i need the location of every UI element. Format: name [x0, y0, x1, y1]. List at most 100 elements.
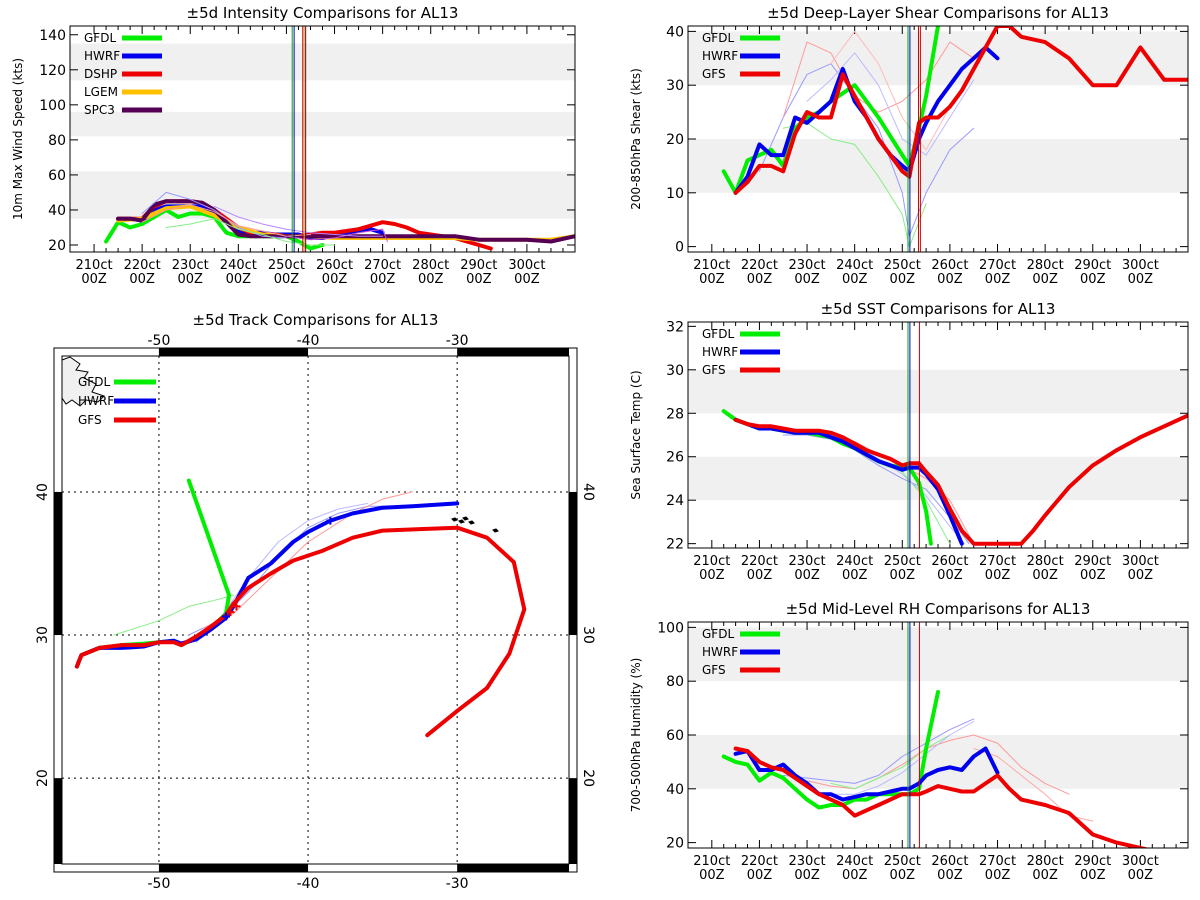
sst-series-gfs — [733, 413, 1188, 546]
intensity-chart: ±5d Intensity Comparisons for AL13 10m Ma… — [11, 4, 576, 287]
shear-xlabel-hour-8: 00Z — [1080, 272, 1106, 287]
intensity-legend-label-dshp: DSHP — [84, 67, 117, 81]
shear-xlabel-hour-0: 00Z — [699, 272, 725, 287]
track-border-right — [569, 491, 577, 636]
sst-xlabel-day-8: 290ct — [1074, 554, 1111, 569]
sst-ytick-label-2: 26 — [666, 450, 684, 466]
rh-series-ens-1 — [782, 718, 975, 784]
land-island-3 — [468, 520, 475, 525]
rh-xlabel-hour-8: 00Z — [1080, 868, 1106, 883]
sst-xlabel-day-0: 210ct — [693, 554, 730, 569]
sst-xlabel-day-6: 270ct — [979, 554, 1016, 569]
sst-xlabel-hour-9: 00Z — [1128, 568, 1154, 583]
shear-ytick-label-0: 0 — [675, 240, 684, 256]
shear-series-gfs — [733, 26, 1188, 195]
shear-xlabel-hour-9: 00Z — [1128, 272, 1154, 287]
shear-xlabel-day-4: 250ct — [884, 258, 921, 273]
track-lon-label-bottom-1: -40 — [297, 876, 320, 892]
shear-legend-label-hwrf: HWRF — [702, 49, 738, 63]
sst-xlabel-day-5: 260ct — [931, 554, 968, 569]
sst-ytick-label-4: 30 — [666, 363, 684, 379]
intensity-xlabel-day-3: 240ct — [220, 258, 257, 273]
shear-series-ens-4 — [806, 52, 975, 156]
shear-xlabel-day-3: 240ct — [836, 258, 873, 273]
intensity-series-ens-2 — [141, 204, 311, 237]
track-lat-label-left-2: 40 — [35, 483, 51, 501]
track-legend-label-gfs: GFS — [78, 413, 102, 427]
sst-xlabel-hour-8: 00Z — [1080, 568, 1106, 583]
sst-ytick-label-3: 28 — [666, 406, 684, 422]
shear-xlabel-day-0: 210ct — [693, 258, 730, 273]
rh-xlabel-hour-5: 00Z — [937, 868, 963, 883]
shear-xlabel-hour-6: 00Z — [985, 272, 1011, 287]
sst-xlabel-hour-6: 00Z — [985, 568, 1011, 583]
sst-ytick-label-1: 24 — [666, 493, 684, 509]
track-lat-label-left-0: 20 — [35, 769, 51, 787]
rh-series-ens-3 — [830, 734, 951, 790]
intensity-legend-label-lgem: LGEM — [84, 85, 118, 99]
rh-xlabel-hour-7: 00Z — [1032, 868, 1058, 883]
track-position-marker-1 — [226, 608, 235, 617]
shear-xlabel-day-2: 230ct — [789, 258, 826, 273]
intensity-series-ens-5 — [213, 205, 384, 237]
intensity-xlabel-hour-8: 00Z — [466, 272, 492, 287]
shear-xlabel-hour-2: 00Z — [794, 272, 820, 287]
sst-xlabel-day-2: 230ct — [789, 554, 826, 569]
track-border-bottom — [457, 864, 569, 872]
shear-xlabel-day-9: 300ct — [1122, 258, 1159, 273]
intensity-legend-label-spc3: SPC3 — [84, 103, 115, 117]
track-ens-3 — [113, 594, 234, 636]
intensity-series-ens-1 — [141, 191, 287, 239]
track-legend-label-gfdl: GFDL — [78, 375, 110, 389]
shear-legend-label-gfdl: GFDL — [702, 31, 734, 45]
intensity-xlabel-hour-0: 00Z — [81, 272, 107, 287]
shear-series-ens-2 — [782, 41, 975, 118]
sst-title: ±5d SST Comparisons for AL13 — [821, 300, 1056, 318]
track-border-top — [158, 348, 309, 356]
land-island-2 — [462, 516, 469, 521]
intensity-ytick-label-1: 40 — [48, 203, 66, 219]
rh-frame — [687, 621, 1189, 849]
shear-ytick-label-2: 20 — [666, 132, 684, 148]
intensity-xlabel-hour-4: 00Z — [274, 272, 300, 287]
shear-series-ens-1 — [758, 63, 975, 237]
sst-frame — [687, 321, 1189, 549]
shear-xlabel-hour-7: 00Z — [1032, 272, 1058, 287]
rh-xlabel-hour-6: 00Z — [985, 868, 1011, 883]
intensity-frame — [69, 25, 576, 253]
track-lon-label-bottom-2: -30 — [446, 876, 469, 892]
land-newfoundland — [61, 356, 105, 407]
rh-ytick-label-1: 40 — [666, 782, 684, 798]
rh-xlabel-hour-3: 00Z — [842, 868, 868, 883]
intensity-xlabel-hour-5: 00Z — [322, 272, 348, 287]
sst-xlabel-hour-0: 00Z — [699, 568, 725, 583]
intensity-xlabel-day-8: 290ct — [460, 258, 497, 273]
intensity-series-spc3 — [116, 199, 575, 244]
shear-xlabel-hour-1: 00Z — [747, 272, 773, 287]
sst-xlabel-day-1: 220ct — [741, 554, 778, 569]
shear-ylabel: 200-850hPa Shear (kts) — [629, 68, 643, 210]
intensity-xlabel-day-5: 260ct — [316, 258, 353, 273]
rh-xlabel-day-8: 290ct — [1074, 854, 1111, 869]
shear-xlabel-day-1: 220ct — [741, 258, 778, 273]
track-border-top — [457, 348, 569, 356]
intensity-series-ens-3 — [165, 218, 335, 246]
rh-xlabel-hour-2: 00Z — [794, 868, 820, 883]
shear-xlabel-hour-4: 00Z — [890, 272, 916, 287]
rh-xlabel-hour-0: 00Z — [699, 868, 725, 883]
rh-xlabel-day-1: 220ct — [741, 854, 778, 869]
intensity-xlabel-day-1: 220ct — [124, 258, 161, 273]
rh-xlabel-day-0: 210ct — [693, 854, 730, 869]
track-border-left — [54, 491, 62, 636]
track-lon-label-top-2: -30 — [446, 333, 469, 349]
sst-series-ens-1 — [782, 434, 970, 545]
shear-series-ens-5 — [830, 30, 951, 151]
intensity-band-1 — [70, 111, 575, 137]
intensity-xlabel-hour-3: 00Z — [226, 272, 252, 287]
sst-xlabel-day-9: 300ct — [1122, 554, 1159, 569]
shear-xlabel-day-6: 270ct — [979, 258, 1016, 273]
rh-chart: ±5d Mid-Level RH Comparisons for AL13 700… — [629, 600, 1189, 883]
shear-xlabel-hour-5: 00Z — [937, 272, 963, 287]
intensity-ytick-label-3: 80 — [48, 133, 66, 149]
